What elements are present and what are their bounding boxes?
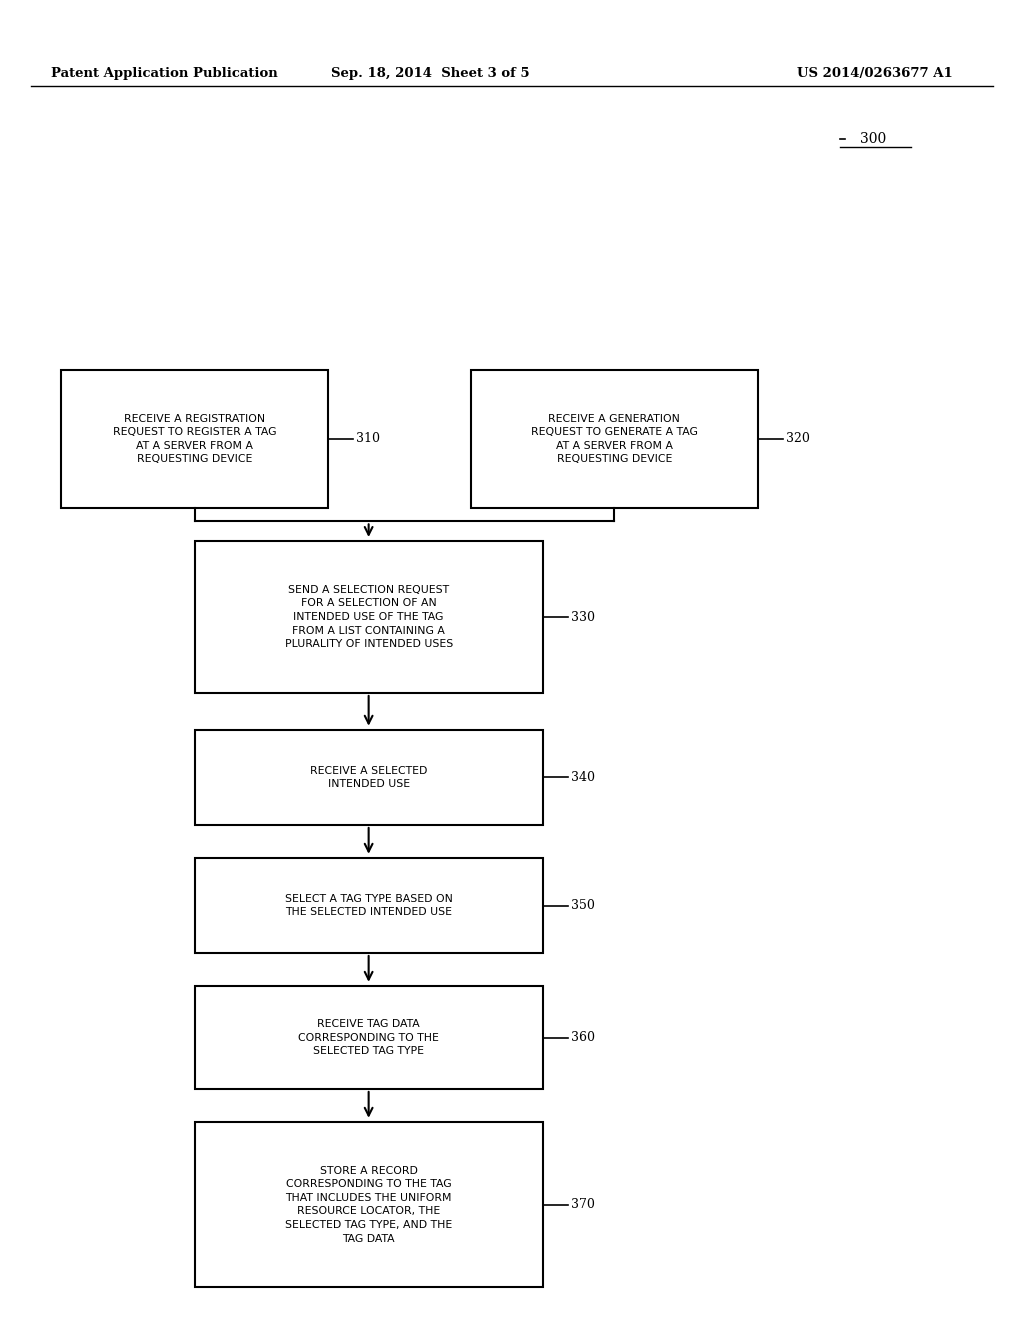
Text: RECEIVE A SELECTED
INTENDED USE: RECEIVE A SELECTED INTENDED USE [310,766,427,789]
Text: SELECT A TAG TYPE BASED ON
THE SELECTED INTENDED USE: SELECT A TAG TYPE BASED ON THE SELECTED … [285,894,453,917]
Bar [195,986,543,1089]
Text: STORE A RECORD
CORRESPONDING TO THE TAG
THAT INCLUDES THE UNIFORM
RESOURCE LOCAT: STORE A RECORD CORRESPONDING TO THE TAG … [285,1166,453,1243]
Text: 300: 300 [860,132,887,145]
Text: RECEIVE A GENERATION
REQUEST TO GENERATE A TAG
AT A SERVER FROM A
REQUESTING DEV: RECEIVE A GENERATION REQUEST TO GENERATE… [531,413,697,465]
Text: RECEIVE TAG DATA
CORRESPONDING TO THE
SELECTED TAG TYPE: RECEIVE TAG DATA CORRESPONDING TO THE SE… [298,1019,439,1056]
Text: SEND A SELECTION REQUEST
FOR A SELECTION OF AN
INTENDED USE OF THE TAG
FROM A LI: SEND A SELECTION REQUEST FOR A SELECTION… [285,585,453,649]
Bar [195,1122,543,1287]
Bar [195,541,543,693]
Bar [195,858,543,953]
Bar [471,370,758,508]
Bar [195,730,543,825]
Text: Sep. 18, 2014  Sheet 3 of 5: Sep. 18, 2014 Sheet 3 of 5 [331,67,529,81]
Text: RECEIVE A REGISTRATION
REQUEST TO REGISTER A TAG
AT A SERVER FROM A
REQUESTING D: RECEIVE A REGISTRATION REQUEST TO REGIST… [113,413,276,465]
Text: 350: 350 [571,899,595,912]
Text: Patent Application Publication: Patent Application Publication [51,67,278,81]
Text: 320: 320 [786,433,810,445]
Text: 360: 360 [571,1031,595,1044]
Text: 370: 370 [571,1199,595,1210]
Text: US 2014/0263677 A1: US 2014/0263677 A1 [797,67,952,81]
Text: 340: 340 [571,771,595,784]
Text: 310: 310 [356,433,380,445]
Bar [61,370,328,508]
Text: 330: 330 [571,611,595,623]
